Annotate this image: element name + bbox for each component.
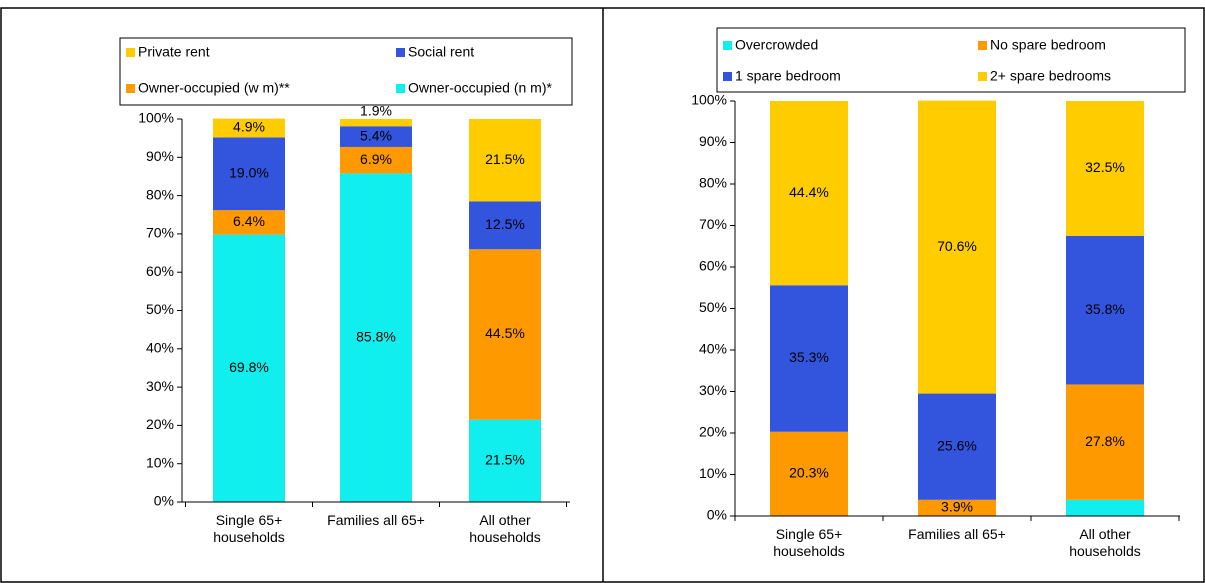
legend-label: 1 spare bedroom xyxy=(735,68,841,84)
bar-segment xyxy=(469,119,541,202)
y-tick-label: 10% xyxy=(146,454,174,470)
data-label: 12.5% xyxy=(485,216,525,232)
data-label: 4.9% xyxy=(233,119,265,135)
y-tick-label: 10% xyxy=(699,465,727,481)
bar-segment xyxy=(770,431,848,516)
data-label: 5.4% xyxy=(360,127,392,143)
y-tick-label: 60% xyxy=(699,258,727,274)
legend-label: 2+ spare bedrooms xyxy=(990,68,1111,84)
y-tick-label: 30% xyxy=(699,382,727,398)
data-label: 27.8% xyxy=(1085,433,1125,449)
bar-segment xyxy=(340,126,412,147)
y-tick-label: 70% xyxy=(146,225,174,241)
x-tick-label: Families all 65+ xyxy=(908,526,1006,542)
y-tick-label: 20% xyxy=(699,424,727,440)
y-tick-label: 90% xyxy=(146,148,174,164)
legend-label: Owner-occupied (n m)* xyxy=(408,80,552,96)
y-tick-label: 0% xyxy=(154,493,174,509)
bar-segment xyxy=(1066,101,1144,236)
bar-segment xyxy=(1066,499,1144,516)
bar-segment xyxy=(770,101,848,286)
bar-segment xyxy=(340,173,412,503)
x-tick-label: All other households xyxy=(469,512,541,545)
legend-label: No spare bedroom xyxy=(990,37,1106,53)
bar-segment xyxy=(469,249,541,420)
y-tick-label: 0% xyxy=(707,507,727,523)
bar-segment xyxy=(340,119,412,127)
y-tick-label: 90% xyxy=(699,133,727,149)
bar-segment xyxy=(1066,384,1144,500)
data-label: 21.5% xyxy=(485,452,525,468)
data-label: 21.5% xyxy=(485,151,525,167)
y-tick-label: 30% xyxy=(146,378,174,394)
data-label: 19.0% xyxy=(229,164,269,180)
y-tick-label: 60% xyxy=(146,263,174,279)
bar-segment xyxy=(213,234,285,502)
legend-swatch xyxy=(126,84,135,93)
y-tick-label: 80% xyxy=(146,186,174,202)
y-tick-label: 40% xyxy=(699,341,727,357)
bar-segment xyxy=(918,499,996,516)
legend-box xyxy=(119,37,573,106)
bar-segment xyxy=(918,393,996,500)
y-tick-label: 100% xyxy=(691,92,727,108)
legend-label: Private rent xyxy=(138,44,210,60)
x-tick-label: Single 65+ households xyxy=(213,512,285,545)
y-tick-label: 80% xyxy=(699,175,727,191)
data-label: 6.9% xyxy=(360,151,392,167)
legend-swatch xyxy=(723,41,732,50)
bar-segment xyxy=(340,146,412,174)
data-label: 6.4% xyxy=(233,213,265,229)
y-tick-label: 20% xyxy=(146,416,174,432)
data-label: 44.5% xyxy=(485,325,525,341)
data-label: 44.4% xyxy=(789,184,829,200)
x-tick-label: Single 65+ households xyxy=(773,526,845,559)
bar-segment xyxy=(1066,235,1144,385)
bar-segment xyxy=(918,100,996,394)
data-label: 25.6% xyxy=(937,437,977,453)
bar-segment xyxy=(469,201,541,250)
legend-label: Social rent xyxy=(408,44,474,60)
legend-label: Overcrowded xyxy=(735,37,818,53)
y-tick-label: 50% xyxy=(146,301,174,317)
bar-segment xyxy=(213,210,285,235)
data-label: 3.9% xyxy=(941,499,973,515)
legend-swatch xyxy=(978,72,987,81)
y-tick-label: 40% xyxy=(146,340,174,356)
data-label: 85.8% xyxy=(356,328,396,344)
data-label: 35.3% xyxy=(789,349,829,365)
legend-swatch xyxy=(723,72,732,81)
data-label: 69.8% xyxy=(229,359,269,375)
legend-label: Owner-occupied (w m)** xyxy=(138,80,290,96)
bar-segment xyxy=(213,137,285,211)
bar-segment xyxy=(469,419,541,502)
y-tick-label: 70% xyxy=(699,216,727,232)
y-tick-label: 50% xyxy=(699,299,727,315)
legend-swatch xyxy=(126,48,135,57)
data-label: 32.5% xyxy=(1085,159,1125,175)
legend-swatch xyxy=(396,48,405,57)
x-tick-label: Families all 65+ xyxy=(327,512,425,528)
legend-swatch xyxy=(396,84,405,93)
legend-box xyxy=(716,27,1186,93)
data-label: 35.8% xyxy=(1085,301,1125,317)
data-label: 20.3% xyxy=(789,465,829,481)
y-tick-label: 100% xyxy=(138,110,174,126)
bar-segment xyxy=(770,285,848,432)
x-tick-label: All other households xyxy=(1069,526,1141,559)
bar-segment xyxy=(213,118,285,138)
data-label: 70.6% xyxy=(937,238,977,254)
legend-swatch xyxy=(978,41,987,50)
data-label: 1.9% xyxy=(360,103,392,119)
